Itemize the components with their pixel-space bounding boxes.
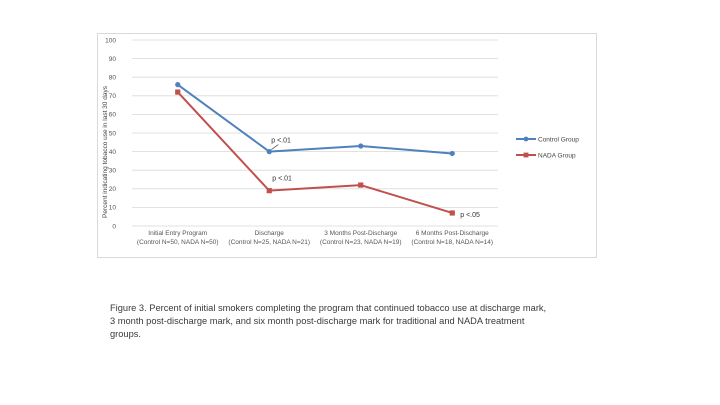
y-tick-label: 60	[109, 112, 117, 119]
data-point	[358, 143, 364, 149]
legend-label: NADA Group	[538, 152, 576, 159]
y-axis-label: Percent indicating tobacco use in last 3…	[102, 85, 109, 218]
series-line-0	[177, 83, 453, 155]
y-tick-label: 100	[105, 37, 116, 44]
legend-marker	[523, 136, 529, 142]
x-category-label: 6 Months Post-Discharge	[416, 230, 489, 237]
y-tick-label: 30	[109, 168, 117, 175]
data-point	[358, 182, 364, 188]
data-point	[175, 82, 181, 88]
x-category-sublabel: (Control N=23, NADA N=19)	[320, 239, 402, 246]
x-category-label: Discharge	[255, 230, 285, 237]
y-tick-label: 50	[109, 130, 117, 137]
y-tick-label: 70	[109, 93, 117, 100]
data-point	[175, 89, 181, 95]
line-chart: 0 10 20 30 40 50 60 70 80 90 100 Percent indicatin…	[102, 37, 579, 246]
data-point	[266, 188, 272, 194]
legend-marker	[523, 152, 529, 158]
chart-container: 0 10 20 30 40 50 60 70 80 90 100 Percent indicatin…	[97, 33, 597, 258]
significance-annotation: p <.01	[271, 138, 291, 145]
series-line-1	[177, 91, 453, 214]
y-tick-label: 40	[109, 149, 117, 156]
y-tick-label: 10	[109, 205, 117, 212]
x-category-sublabel: (Control N=25, NADA N=21)	[228, 239, 310, 246]
y-tick-label: 20	[109, 186, 117, 193]
figure-caption: Figure 3. Percent of initial smokers com…	[110, 303, 547, 339]
significance-annotation: p <.05	[460, 212, 480, 219]
x-category-sublabel: (Control N=18, NADA N=14)	[411, 239, 493, 246]
legend-label: Control Group	[538, 136, 579, 143]
data-point	[266, 149, 272, 155]
y-tick-label: 90	[109, 56, 117, 63]
x-category-label: Initial Entry Program	[148, 230, 207, 237]
data-point	[449, 210, 455, 216]
data-point	[449, 150, 455, 157]
annotation-pointer	[271, 144, 279, 150]
x-category-sublabel: (Control N=50, NADA N=50)	[137, 239, 219, 246]
significance-annotation: p <.01	[272, 176, 292, 183]
y-tick-label: 80	[109, 75, 117, 82]
y-tick-label: 0	[112, 223, 116, 230]
x-category-label: 3 Months Post-Discharge	[324, 230, 397, 237]
